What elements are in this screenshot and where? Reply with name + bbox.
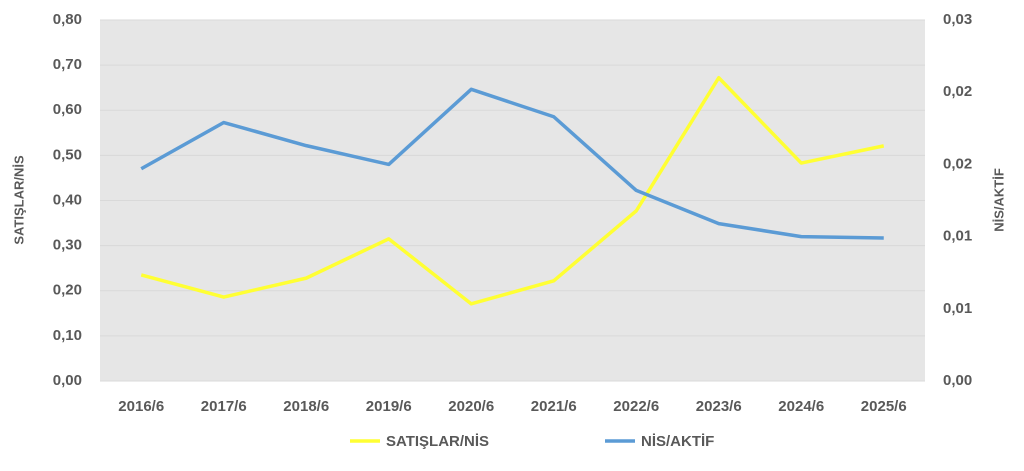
y2-tick-label: 0,03: [943, 11, 972, 28]
legend-label: SATIŞLAR/NİS: [386, 433, 489, 450]
x-tick-label: 2017/6: [201, 398, 247, 415]
y2-tick-label: 0,01: [943, 300, 972, 317]
y2-tick-label: 0,01: [943, 228, 972, 245]
series-line: [140, 76, 885, 306]
y-tick-label: 0,10: [53, 327, 82, 344]
legend-label: NİS/AKTİF: [641, 433, 714, 450]
y-axis-title: SATIŞLAR/NİS: [11, 155, 26, 245]
x-tick-label: 2018/6: [283, 398, 329, 415]
x-tick-label: 2025/6: [861, 398, 907, 415]
series-line: [140, 87, 884, 240]
x-tick-label: 2021/6: [531, 398, 577, 415]
y2-axis-title: NİS/AKTİF: [991, 168, 1006, 232]
x-tick-label: 2022/6: [613, 398, 659, 415]
x-tick-label: 2016/6: [118, 398, 164, 415]
y-tick-label: 0,20: [53, 282, 82, 299]
x-tick-label: 2020/6: [448, 398, 494, 415]
y-tick-label: 0,30: [53, 237, 82, 254]
x-tick-label: 2023/6: [696, 398, 742, 415]
x-tick-label: 2024/6: [778, 398, 824, 415]
y2-tick-label: 0,02: [943, 155, 972, 172]
y-tick-label: 0,00: [53, 372, 82, 389]
x-tick-label: 2019/6: [366, 398, 412, 415]
y-tick-label: 0,60: [53, 101, 82, 118]
y-tick-label: 0,70: [53, 56, 82, 73]
y2-tick-label: 0,00: [943, 372, 972, 389]
y-tick-label: 0,50: [53, 146, 82, 163]
y2-tick-label: 0,02: [943, 83, 972, 100]
y-tick-label: 0,80: [53, 11, 82, 28]
y-tick-label: 0,40: [53, 191, 82, 208]
